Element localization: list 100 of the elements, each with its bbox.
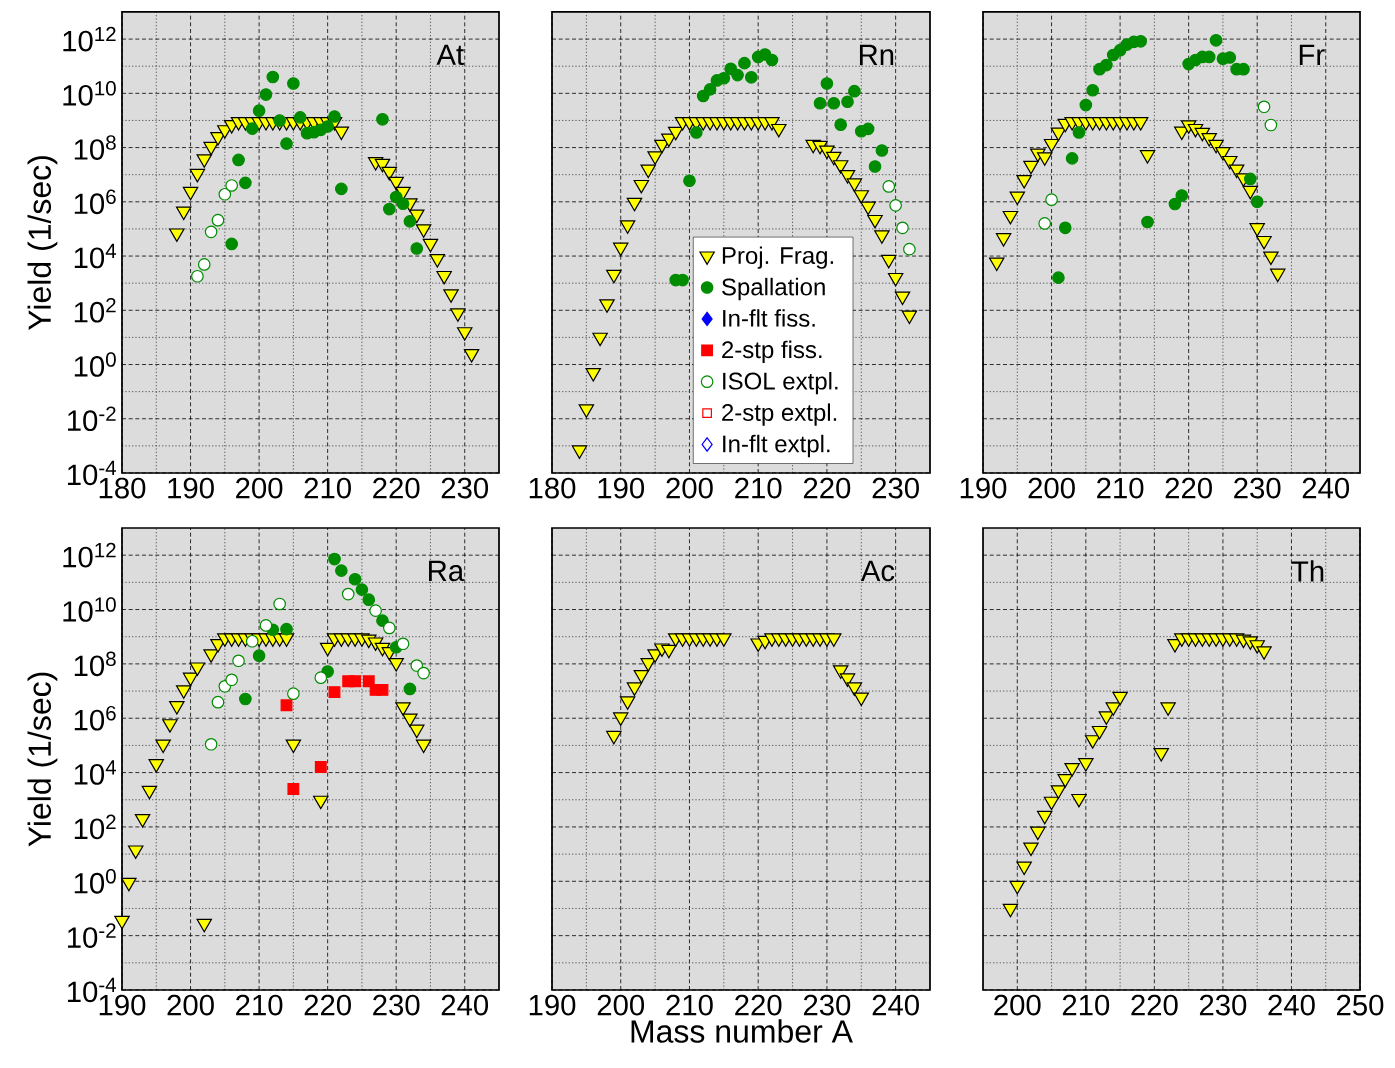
y-tick-label: 10$^{8}$	[74, 651, 116, 677]
point	[1045, 193, 1058, 206]
point	[252, 104, 266, 117]
point	[1071, 793, 1087, 808]
point	[1264, 118, 1278, 132]
y-tick-label: 10$^{4}$	[74, 760, 117, 785]
point	[1023, 842, 1039, 857]
point	[1043, 138, 1060, 153]
point	[1050, 127, 1067, 142]
point	[155, 739, 171, 754]
point	[313, 795, 329, 810]
x-tick-label: 200	[994, 994, 1041, 1016]
point	[903, 242, 916, 256]
y-tick-label: 10$^{8}$	[74, 135, 116, 160]
x-tick-label: 190	[598, 477, 645, 499]
point	[1098, 711, 1115, 725]
point	[374, 158, 391, 173]
point	[280, 699, 293, 712]
legend-label: 2-stp fiss.	[722, 340, 822, 363]
point	[619, 220, 636, 234]
x-tick-label: 180	[529, 477, 576, 499]
point	[196, 918, 213, 933]
point	[1263, 251, 1279, 266]
text: At	[436, 44, 464, 66]
point	[443, 289, 459, 303]
point	[314, 671, 328, 685]
x-tick-label: 210	[304, 477, 351, 499]
point	[1086, 83, 1100, 97]
point	[335, 182, 348, 196]
point	[1065, 152, 1079, 165]
point	[450, 308, 466, 322]
point	[1023, 160, 1039, 175]
point	[1256, 646, 1272, 660]
point	[1105, 702, 1122, 716]
point	[273, 597, 286, 611]
point	[848, 84, 861, 98]
y-tick-label: 10$^{12}$	[63, 26, 116, 52]
point	[402, 713, 418, 728]
legend-label: Proj. Frag.	[722, 246, 833, 269]
point	[1223, 51, 1237, 64]
point	[1209, 34, 1223, 47]
point	[396, 637, 410, 651]
text: Fr	[1299, 44, 1325, 65]
point	[867, 214, 883, 229]
point	[1016, 175, 1032, 189]
point	[901, 310, 918, 325]
point	[599, 299, 615, 313]
point	[245, 122, 259, 135]
point	[1057, 774, 1074, 788]
point	[335, 564, 348, 577]
x-tick-label: 220	[1165, 477, 1212, 499]
point	[395, 702, 411, 716]
y-tick-label: 10$^{4}$	[74, 243, 117, 269]
x-tick-label: 230	[441, 477, 489, 499]
x-tick-label: 200	[1028, 477, 1075, 499]
point	[396, 197, 410, 211]
y-tick-label: 10$^{-2}$	[67, 406, 116, 432]
x-tick-label: 200	[167, 994, 214, 1016]
point	[1038, 217, 1052, 230]
point	[127, 845, 144, 860]
point	[1250, 195, 1264, 209]
point	[429, 253, 446, 268]
point	[606, 730, 622, 745]
point	[578, 404, 595, 418]
point	[355, 583, 369, 596]
point	[875, 144, 889, 157]
point	[273, 114, 286, 127]
point	[683, 174, 696, 188]
x-tick-label: 240	[441, 994, 489, 1016]
x-tick-label: 230	[803, 994, 851, 1016]
y-axis-title: Yield (1/sec)	[27, 156, 58, 331]
point	[834, 118, 847, 131]
point	[1036, 152, 1053, 166]
point	[321, 120, 334, 133]
point	[148, 759, 165, 773]
point	[868, 160, 882, 173]
text: Th	[1291, 560, 1324, 582]
point	[383, 202, 396, 216]
point	[1249, 223, 1265, 237]
point	[1072, 126, 1086, 139]
point	[619, 696, 636, 710]
point	[894, 291, 911, 306]
point	[647, 151, 663, 165]
point	[314, 761, 327, 773]
point	[376, 684, 389, 696]
point	[189, 662, 206, 676]
point	[661, 644, 677, 659]
point	[280, 622, 293, 636]
point	[853, 692, 870, 707]
point	[882, 180, 896, 193]
point	[376, 113, 389, 126]
x-axis-title: Mass number A	[631, 1019, 853, 1043]
point	[826, 633, 842, 647]
point	[278, 633, 295, 647]
y-tick-label: 10$^{0}$	[74, 868, 116, 894]
point	[225, 179, 239, 192]
point	[287, 77, 300, 90]
point	[1153, 747, 1169, 762]
point	[1100, 58, 1113, 72]
point	[175, 206, 192, 221]
